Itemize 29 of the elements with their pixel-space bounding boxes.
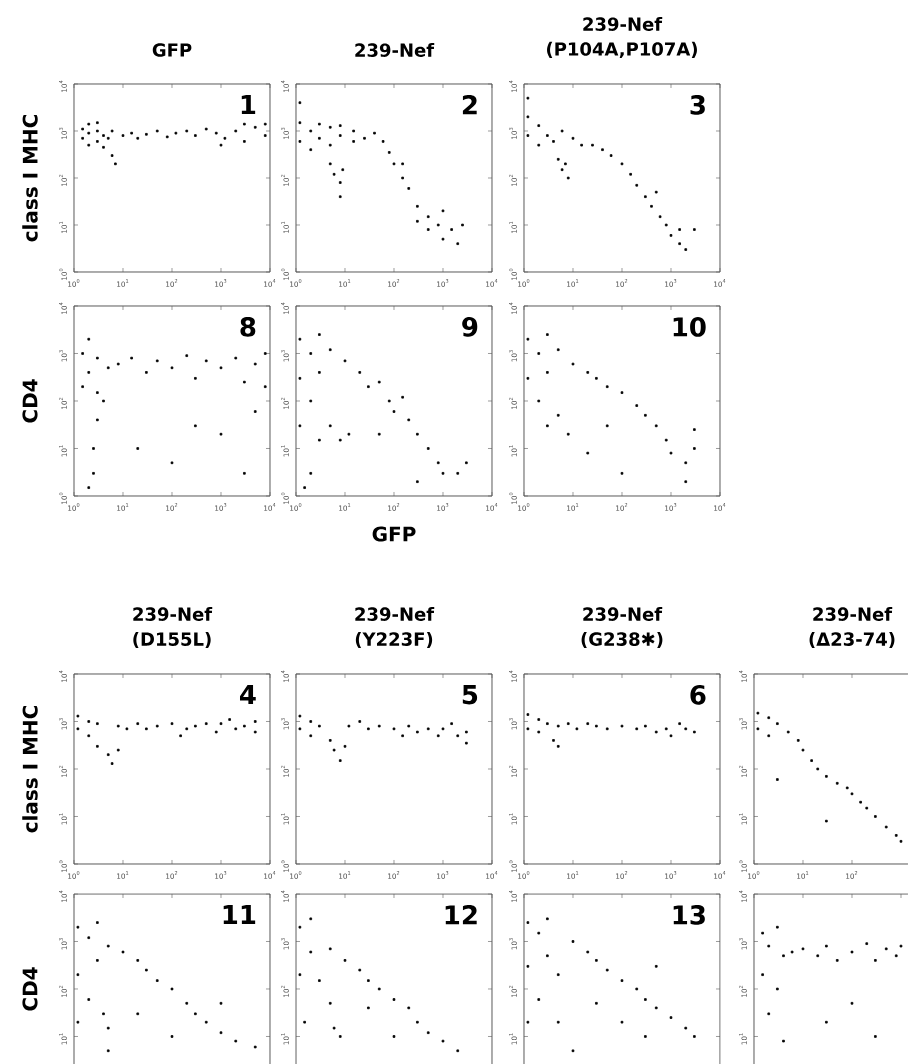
chart-title: 239-Nef: [583, 17, 663, 31]
y-axis-title: CD4: [22, 967, 38, 1011]
chart-subtitle: (D155L): [133, 631, 211, 649]
x-axis-title: GFP: [372, 526, 416, 542]
chart-title: 239-Nef: [355, 43, 435, 57]
chart-title: 239-Nef: [133, 607, 213, 621]
chart-subtitle: (Y223F): [355, 631, 433, 649]
annotation: 2: [462, 95, 477, 115]
y-axis-title: class I MHC: [22, 114, 38, 242]
y-axis-title: class I MHC: [22, 705, 38, 833]
y-axis-title: CD4: [22, 379, 38, 423]
chart-title: 239-Nef: [355, 607, 435, 621]
chart-subtitle: (P104A,P107A): [547, 41, 697, 59]
annotation: 3: [690, 95, 705, 115]
annotation: 4: [240, 685, 256, 705]
annotation: 9: [462, 317, 478, 337]
chart-subtitle: (Δ23-74): [809, 631, 895, 649]
annotation: 10: [673, 317, 706, 337]
annotation: 11: [223, 905, 256, 925]
annotation: 8: [240, 317, 256, 337]
annotation: 5: [462, 685, 478, 705]
annotation: 6: [690, 685, 706, 705]
chart-title: GFP: [152, 43, 192, 57]
annotation: 13: [673, 905, 705, 925]
chart-subtitle: (G238✱): [581, 631, 663, 649]
annotation: 12: [445, 905, 477, 925]
chart-title: 239-Nef: [583, 607, 663, 621]
chart-title: 239-Nef: [813, 607, 893, 621]
annotation: 1: [241, 95, 256, 115]
